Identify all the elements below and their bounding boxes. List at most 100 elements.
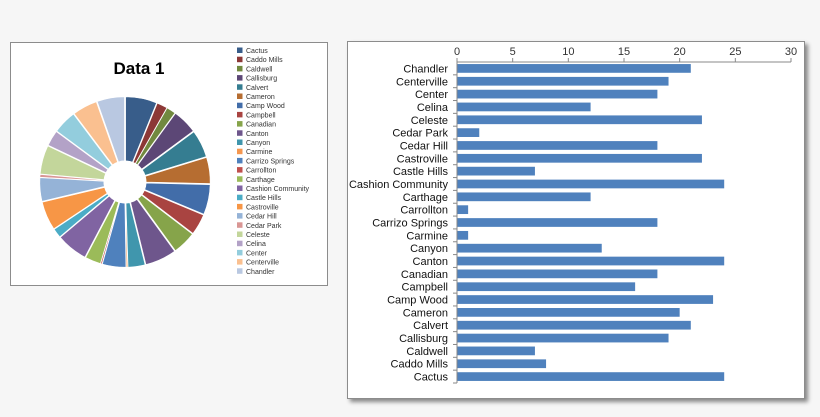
category-label-celeste: Celeste — [411, 115, 448, 127]
legend-label-centerville: Centerville — [246, 260, 279, 267]
pie-slice-canadian — [137, 194, 193, 252]
category-label-chandler: Chandler — [403, 63, 448, 75]
bar-carthage — [457, 192, 591, 202]
bar-callisburg — [457, 333, 669, 343]
legend-label-cactus: Cactus — [246, 48, 268, 55]
legend-label-carmine: Carmine — [246, 149, 273, 156]
legend-swatch-carrollton — [237, 167, 243, 173]
legend-label-castroville: Castroville — [246, 204, 279, 211]
legend-label-celeste: Celeste — [246, 232, 270, 239]
pie-chart-title: Data 1 — [113, 59, 164, 78]
legend-label-callisburg: Callisburg — [246, 76, 277, 83]
legend-label-carrollton: Carrollton — [246, 168, 276, 175]
legend-swatch-cashion-community — [237, 185, 243, 191]
category-label-caddo-mills: Caddo Mills — [391, 359, 449, 371]
legend-swatch-celina — [237, 240, 243, 247]
category-label-center: Center — [415, 89, 448, 101]
bar-caldwell — [457, 346, 535, 356]
legend-label-canyon: Canyon — [246, 140, 270, 147]
x-tick-label: 20 — [674, 46, 686, 58]
legend-label-carthage: Carthage — [246, 177, 275, 184]
category-label-canyon: Canyon — [410, 243, 448, 255]
pie-slice-canyon — [125, 202, 146, 268]
pie-slice-castle-hills — [53, 193, 110, 238]
legend-label-center: Center — [246, 250, 268, 257]
bar-canyon — [457, 243, 602, 253]
legend-label-carrizo-springs: Carrizo Springs — [246, 158, 295, 165]
bar-canton — [457, 256, 725, 266]
bar-chart-panel: 0 5 10 15 20 25 30 Chandler Centerville Center Ce… — [347, 41, 805, 399]
legend-swatch-canton — [237, 130, 243, 136]
x-tick-label: 0 — [454, 46, 460, 58]
category-label-carthage: Carthage — [403, 192, 448, 204]
bar-carrizo-springs — [457, 218, 658, 227]
category-label-carmine: Carmine — [406, 230, 448, 242]
legend-label-caddo-mills: Caddo Mills — [246, 57, 283, 64]
bar-chandler — [457, 64, 691, 73]
pie-slice-camp-wood — [144, 182, 211, 215]
category-label-cameron: Cameron — [403, 307, 448, 319]
pie-slice-chandler — [96, 96, 125, 163]
legend-label-cameron: Cameron — [246, 94, 275, 101]
bar-center — [457, 89, 658, 99]
pie-slice-cactus — [125, 96, 157, 163]
legend-label-canadian: Canadian — [246, 122, 276, 129]
legend-label-chandler: Chandler — [246, 269, 275, 276]
legend-swatch-castle-hills — [237, 194, 243, 201]
legend-swatch-carmine — [237, 148, 243, 155]
category-label-cashion-community: Cashion Community — [349, 179, 449, 191]
bar-centerville — [457, 76, 669, 86]
bar-caddo-mills — [457, 359, 547, 369]
legend-label-caldwell: Caldwell — [246, 66, 273, 73]
legend-label-calvert: Calvert — [246, 85, 268, 92]
legend-label-canton: Canton — [246, 131, 269, 138]
category-label-castroville: Castroville — [397, 153, 448, 165]
pie-slice-celina — [47, 131, 109, 174]
pie-chart: Data 1 Cactus Caddo Mills Caldwell Callisbu… — [39, 47, 310, 276]
legend-swatch-cactus — [237, 47, 243, 53]
category-label-canadian: Canadian — [401, 269, 448, 281]
x-tick-label: 15 — [618, 46, 630, 58]
legend-swatch-calvert — [237, 84, 243, 90]
category-label-carrizo-springs: Carrizo Springs — [372, 218, 448, 230]
bar-campbell — [457, 282, 636, 292]
bar-cedar-hill — [457, 141, 658, 150]
pie-slice-caldwell — [135, 107, 176, 166]
pie-slice-cedar-park — [39, 174, 105, 182]
pie-slice-campbell — [141, 190, 204, 234]
pie-slice-carthage — [85, 200, 120, 264]
category-label-cactus: Cactus — [414, 372, 449, 384]
bar-cashion-community — [457, 179, 725, 189]
bar-celeste — [457, 115, 702, 125]
category-label-caldwell: Caldwell — [406, 346, 448, 358]
legend-label-cedar-park: Cedar Park — [246, 223, 282, 230]
legend-swatch-canyon — [237, 139, 243, 145]
bar-chart: 0 5 10 15 20 25 30 ChandlerCentervilleCenterCe… — [349, 46, 797, 384]
category-label-castle-hills: Castle Hills — [393, 166, 449, 178]
category-label-campbell: Campbell — [402, 282, 448, 294]
bar-cedar-park — [457, 128, 480, 137]
legend-label-camp-wood: Camp Wood — [246, 103, 285, 110]
bar-castle-hills — [457, 166, 535, 176]
category-label-cedar-park: Cedar Park — [392, 128, 448, 140]
pie-slice-cameron — [145, 157, 211, 184]
category-label-canton: Canton — [413, 256, 448, 268]
legend-swatch-callisburg — [237, 75, 243, 81]
category-label-celina: Celina — [417, 102, 449, 114]
x-tick-label: 25 — [729, 46, 741, 58]
bar-canadian — [457, 269, 658, 279]
bar-cameron — [457, 308, 680, 317]
legend-swatch-celeste — [237, 231, 243, 237]
legend-swatch-cedar-park — [237, 222, 243, 228]
legend-swatch-carrizo-springs — [237, 157, 243, 164]
legend-swatch-caldwell — [237, 65, 243, 72]
bar-celina — [457, 102, 591, 112]
bar-camp-wood — [457, 295, 714, 304]
legend-swatch-castroville — [237, 203, 243, 210]
bar-carrollton — [457, 205, 469, 215]
pie-slice-cashion-community — [59, 195, 116, 258]
legend-label-cedar-hill: Cedar Hill — [246, 214, 277, 221]
pie-slice-caddo-mills — [132, 102, 168, 164]
pie-slice-calvert — [141, 131, 207, 176]
bar-calvert — [457, 320, 691, 330]
